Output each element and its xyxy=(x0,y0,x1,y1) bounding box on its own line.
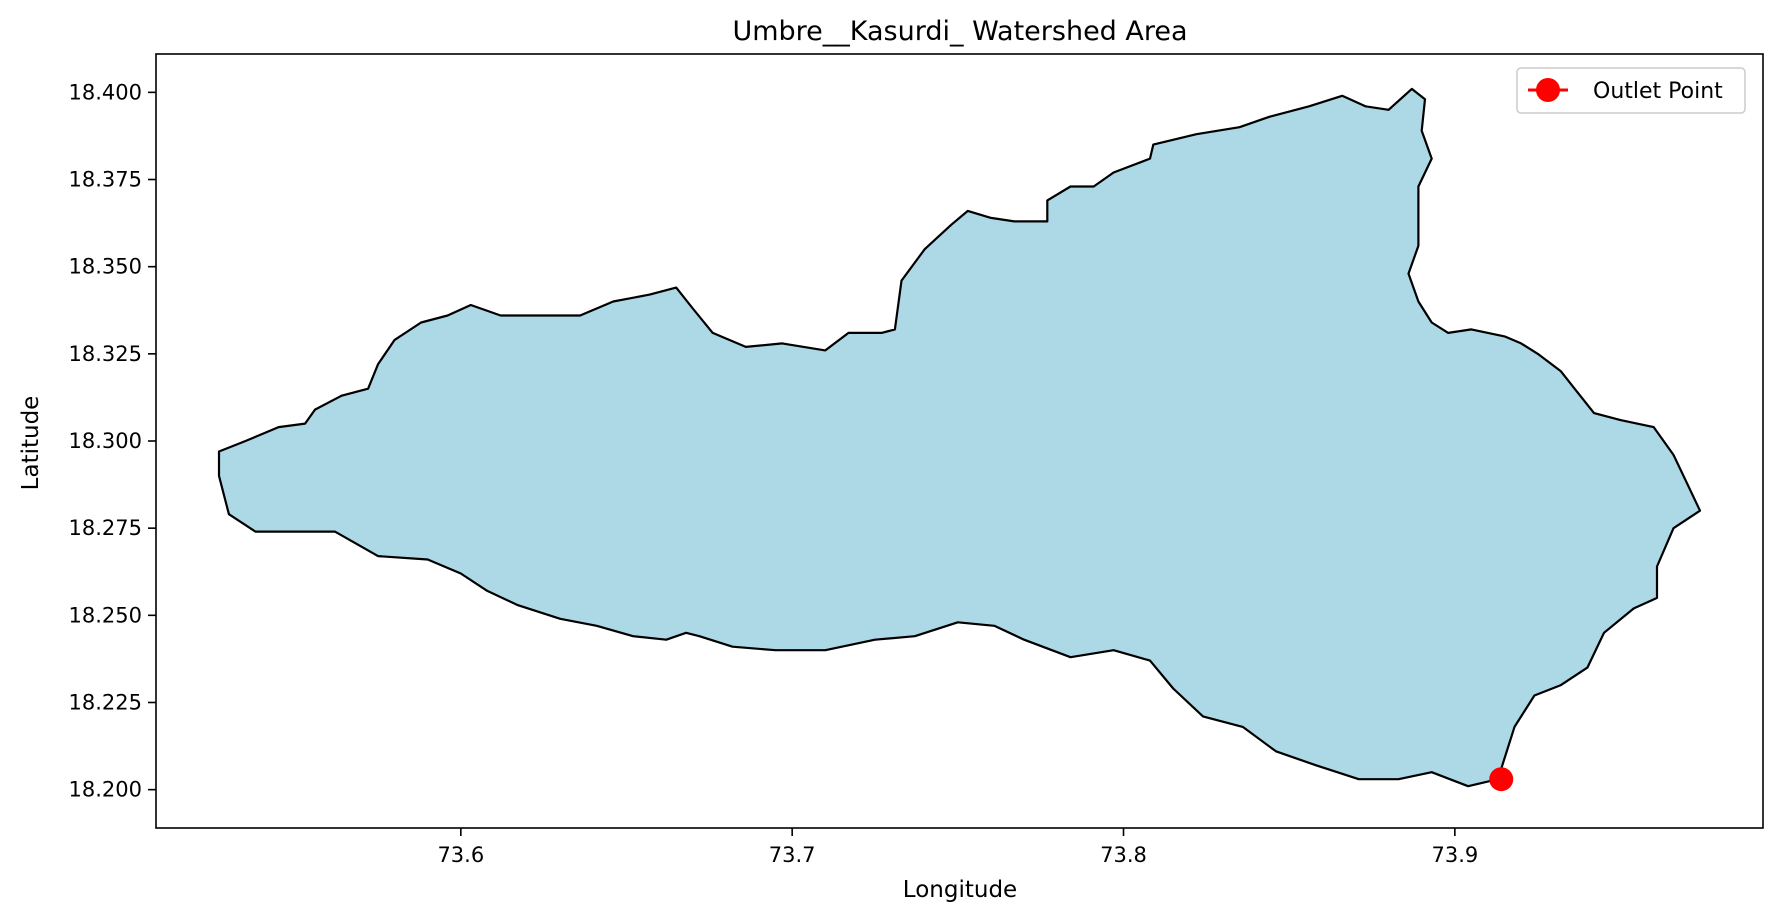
y-tick-label: 18.200 xyxy=(69,778,142,802)
y-tick-label: 18.375 xyxy=(69,168,142,192)
legend-label-outlet-point: Outlet Point xyxy=(1593,79,1723,104)
x-axis-ticks: 73.6 73.7 73.8 73.9 xyxy=(437,828,1478,867)
y-tick-label: 18.275 xyxy=(69,516,142,540)
legend-box xyxy=(1516,67,1746,114)
y-tick-label: 18.350 xyxy=(69,255,142,279)
x-axis-label: Longitude xyxy=(903,877,1017,903)
y-tick-label: 18.400 xyxy=(69,80,142,104)
x-tick-label: 73.6 xyxy=(437,843,484,867)
y-tick-label: 18.300 xyxy=(69,429,142,453)
outlet-point-marker xyxy=(1489,767,1514,792)
y-axis-label: Latitude xyxy=(18,396,44,491)
y-tick-label: 18.325 xyxy=(69,342,142,366)
x-tick-label: 73.8 xyxy=(1100,843,1147,867)
legend: Outlet Point xyxy=(1516,67,1746,114)
watershed-polygon xyxy=(217,87,1702,788)
x-tick-label: 73.9 xyxy=(1431,843,1478,867)
y-tick-label: 18.250 xyxy=(69,603,142,627)
y-axis-ticks: 18.200 18.225 18.250 18.275 18.300 18.325 18.3… xyxy=(69,80,156,802)
y-tick-label: 18.225 xyxy=(69,690,142,714)
legend-marker-swatch xyxy=(1536,78,1560,102)
plot-area xyxy=(217,87,1702,792)
chart-title: Umbre__Kasurdi_ Watershed Area xyxy=(732,16,1187,47)
x-tick-label: 73.7 xyxy=(769,843,816,867)
